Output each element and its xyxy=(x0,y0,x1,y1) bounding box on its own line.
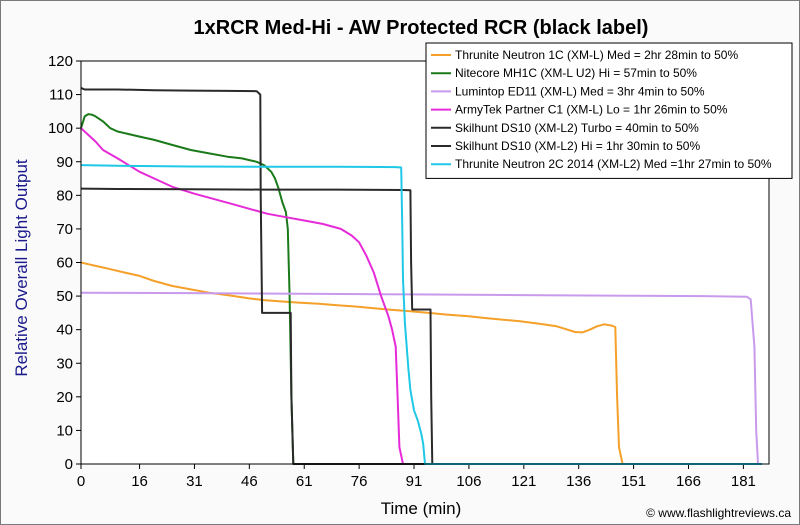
series-line-7 xyxy=(80,164,762,465)
x-tick-label: 31 xyxy=(186,473,203,490)
x-axis-label: Time (min) xyxy=(381,499,462,518)
legend-entry: Thrunite Neutron 1C (XM-L) Med = 2hr 28m… xyxy=(455,48,738,62)
legend: Thrunite Neutron 1C (XM-L) Med = 2hr 28m… xyxy=(425,42,793,179)
x-tick-label: 151 xyxy=(621,473,646,490)
x-tick-label: 136 xyxy=(566,473,591,490)
legend-entry: Skilhunt DS10 (XM-L2) Turbo = 40min to 5… xyxy=(455,121,699,135)
x-tick-label: 91 xyxy=(406,473,423,490)
legend-entry: Skilhunt DS10 (XM-L2) Hi = 1hr 30min to … xyxy=(455,139,700,153)
series-line-5 xyxy=(80,86,762,465)
y-tick-label: 100 xyxy=(48,120,73,137)
y-tick-label: 20 xyxy=(56,389,73,406)
legend-entry: Thrunite Neutron 2C 2014 (XM-L2) Med =1h… xyxy=(455,157,772,171)
x-tick-label: 76 xyxy=(351,473,368,490)
series-line-6 xyxy=(80,187,762,465)
legend-entry: Lumintop ED11 (XM-L) Med = 3hr 4min to 5… xyxy=(455,84,705,98)
series-line-4 xyxy=(80,127,762,465)
series-line-3 xyxy=(80,291,762,465)
y-tick-label: 40 xyxy=(56,322,73,339)
legend-entry: ArmyTek Partner C1 (XM-L) Lo = 1hr 26min… xyxy=(455,103,728,117)
y-tick-label: 90 xyxy=(56,154,73,171)
x-tick-label: 16 xyxy=(131,473,148,490)
y-tick-label: 110 xyxy=(49,87,73,104)
y-tick-label: 70 xyxy=(56,221,73,238)
y-tick-label: 120 xyxy=(48,53,73,70)
y-tick-label: 0 xyxy=(65,456,73,473)
x-tick-label: 121 xyxy=(511,473,536,490)
x-tick-label: 181 xyxy=(731,473,756,490)
x-tick-label: 106 xyxy=(456,473,481,490)
y-tick-label: 80 xyxy=(56,187,73,204)
plot-border xyxy=(80,60,770,465)
y-tick-label: 10 xyxy=(56,422,73,439)
x-tick-label: 46 xyxy=(241,473,258,490)
legend-entry: Nitecore MH1C (XM-L U2) Hi = 57min to 50… xyxy=(455,66,697,80)
y-axis-label: Relative Overall Light Output xyxy=(12,159,31,377)
y-tick-label: 60 xyxy=(56,255,73,272)
x-tick-label: 166 xyxy=(676,473,701,490)
y-tick-label: 30 xyxy=(56,355,73,372)
legend-box xyxy=(425,42,793,179)
y-tick-label: 50 xyxy=(56,288,73,305)
x-tick-label: 61 xyxy=(296,473,313,490)
chart-title: 1xRCR Med-Hi - AW Protected RCR (black l… xyxy=(194,17,649,39)
x-tick-label: 0 xyxy=(77,473,85,490)
series-line-1 xyxy=(80,261,762,465)
credit-text: © www.flashlightreviews.ca xyxy=(646,506,791,520)
